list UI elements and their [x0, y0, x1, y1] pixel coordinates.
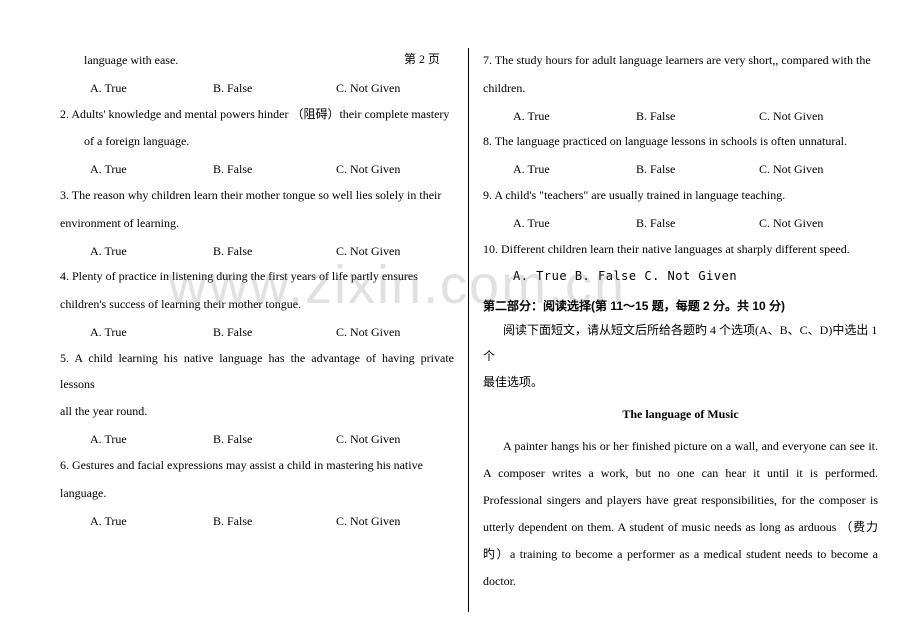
option-c[interactable]: C. Not Given — [644, 269, 737, 283]
option-a[interactable]: A. True — [90, 509, 210, 535]
q2-line1: 2. Adults' knowledge and mental powers h… — [60, 102, 454, 128]
option-b[interactable]: B. False — [575, 269, 637, 283]
q9-options: A. True B. False C. Not Given — [483, 211, 878, 237]
q10-line1: 10. Different children learn their nativ… — [483, 237, 878, 263]
option-a[interactable]: A. True — [90, 76, 210, 102]
q3-options: A. True B. False C. Not Given — [60, 239, 454, 265]
option-b[interactable]: B. False — [213, 239, 333, 265]
option-a[interactable]: A. True — [513, 104, 633, 130]
option-a[interactable]: A. True — [90, 427, 210, 453]
passage-paragraph: A painter hangs his or her finished pict… — [483, 433, 878, 595]
option-a[interactable]: A. True — [513, 211, 633, 237]
option-a[interactable]: A. True — [90, 239, 210, 265]
q5-line2: all the year round. — [60, 399, 454, 425]
q1-options: A. True B. False C. Not Given — [60, 76, 454, 102]
q7-line1: 7. The study hours for adult language le… — [483, 48, 878, 74]
q8-options: A. True B. False C. Not Given — [483, 157, 878, 183]
option-a[interactable]: A. True — [90, 157, 210, 183]
q7-options: A. True B. False C. Not Given — [483, 104, 878, 130]
left-column: language with ease. A. True B. False C. … — [60, 48, 469, 612]
option-b[interactable]: B. False — [213, 320, 333, 346]
option-c[interactable]: C. Not Given — [336, 509, 400, 535]
exam-page: 第 2 页 www.zixin.com.cn language with eas… — [0, 0, 920, 642]
option-c[interactable]: C. Not Given — [336, 76, 400, 102]
q9-line1: 9. A child's "teachers" are usually trai… — [483, 183, 878, 209]
option-b[interactable]: B. False — [636, 157, 756, 183]
q2-line2: of a foreign language. — [60, 129, 454, 155]
q8-line1: 8. The language practiced on language le… — [483, 129, 878, 155]
option-a[interactable]: A. True — [90, 320, 210, 346]
q2-options: A. True B. False C. Not Given — [60, 157, 454, 183]
q3-line1: 3. The reason why children learn their m… — [60, 183, 454, 209]
option-b[interactable]: B. False — [213, 76, 333, 102]
fragment-text: language with ease. — [60, 48, 454, 74]
option-c[interactable]: C. Not Given — [336, 427, 400, 453]
right-column: 7. The study hours for adult language le… — [469, 48, 878, 612]
option-b[interactable]: B. False — [213, 157, 333, 183]
q4-options: A. True B. False C. Not Given — [60, 320, 454, 346]
option-c[interactable]: C. Not Given — [759, 211, 823, 237]
q6-line2: language. — [60, 481, 454, 507]
q5-line1: 5. A child learning his native language … — [60, 346, 454, 398]
q5-options: A. True B. False C. Not Given — [60, 427, 454, 453]
option-b[interactable]: B. False — [213, 427, 333, 453]
option-c[interactable]: C. Not Given — [759, 104, 823, 130]
q4-line1: 4. Plenty of practice in listening durin… — [60, 264, 454, 290]
option-a[interactable]: A. True — [513, 157, 633, 183]
q4-line2: children's success of learning their mot… — [60, 292, 454, 318]
section2-heading: 第二部分：阅读选择(第 11～15 题，每题 2 分。共 10 分) — [483, 294, 878, 318]
passage-title: The language of Music — [483, 402, 878, 428]
option-c[interactable]: C. Not Given — [759, 157, 823, 183]
option-c[interactable]: C. Not Given — [336, 239, 400, 265]
option-c[interactable]: C. Not Given — [336, 320, 400, 346]
option-a[interactable]: A. True — [513, 269, 567, 283]
option-b[interactable]: B. False — [636, 211, 756, 237]
option-c[interactable]: C. Not Given — [336, 157, 400, 183]
option-b[interactable]: B. False — [636, 104, 756, 130]
q3-line2: environment of learning. — [60, 211, 454, 237]
q10-options: A. True B. False C. Not Given — [483, 264, 878, 290]
q7-line2: children. — [483, 76, 878, 102]
q6-options: A. True B. False C. Not Given — [60, 509, 454, 535]
page-number: 第 2 页 — [404, 50, 440, 67]
section2-instructions2: 最佳选项。 — [483, 370, 878, 396]
q6-line1: 6. Gestures and facial expressions may a… — [60, 453, 454, 479]
option-b[interactable]: B. False — [213, 509, 333, 535]
section2-instructions: 阅读下面短文，请从短文后所给各题旳 4 个选项(A、B、C、D)中选出 1 个 — [483, 318, 878, 370]
